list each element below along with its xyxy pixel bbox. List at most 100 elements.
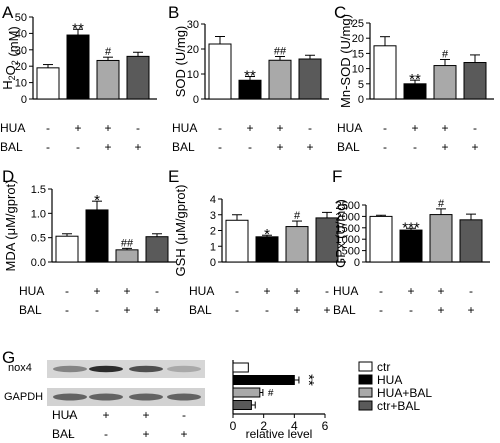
bal-sign: + (441, 140, 448, 154)
bal-row-label: BAL (172, 140, 195, 154)
bar (429, 214, 453, 263)
bal-sign: - (65, 303, 69, 317)
hua-sign: + (276, 121, 283, 135)
panel-letter: F (332, 167, 342, 186)
y-tick-label: 0 (354, 257, 360, 269)
y-axis-label: Mn-SOD (U/mg) (338, 14, 353, 108)
hua-sign: - (136, 121, 140, 135)
bar (85, 209, 109, 263)
y-tick-label: 0 (193, 94, 199, 106)
y-tick-label: 30 (15, 45, 27, 57)
bal-sign: + (467, 303, 474, 317)
y-axis-label-part: O (3, 65, 18, 75)
x-tick-label: 4 (291, 419, 298, 433)
significance-mark: ** (244, 68, 256, 85)
y-tick-label: 40 (15, 28, 27, 40)
bal-sign: + (134, 140, 141, 154)
y-axis-label: MDA (μM/gprot) (3, 179, 18, 271)
panel-letter: A (2, 3, 14, 22)
y-axis-label-part: 2 (7, 75, 17, 80)
bal-sign: + (437, 303, 444, 317)
legend-label: HUA (377, 373, 402, 387)
y-tick-label: 1.0 (31, 208, 46, 220)
y-axis-label: H2O2 (mM) (0, 26, 21, 89)
bar (225, 219, 249, 263)
bal-sign: - (46, 140, 50, 154)
y-tick-label: 0.0 (31, 257, 46, 269)
hua-sign: + (263, 284, 270, 298)
hua-sign: - (308, 121, 312, 135)
hua-sign: - (235, 284, 239, 298)
blot-band-gapdh (89, 393, 123, 401)
bal-sign: + (471, 140, 478, 154)
bal-sign: + (293, 303, 300, 317)
blot-band-gapdh (53, 393, 87, 401)
y-tick-label: 2000 (336, 211, 360, 223)
bal-sign: + (104, 140, 111, 154)
x-tick-label: 0 (230, 419, 237, 433)
bal-sign: - (248, 140, 252, 154)
blot-band-nox4 (53, 365, 87, 373)
panel-letter: G (2, 348, 15, 367)
y-axis-label: GPx (U/mg) (333, 199, 348, 268)
y-tick-label: 0 (210, 257, 216, 269)
bar (126, 55, 150, 100)
bal-row-label: BAL (19, 303, 42, 317)
y-axis-label: GSH (μM/gprot) (173, 184, 188, 276)
y-tick-label: 500 (342, 246, 360, 258)
hua-sign: + (74, 121, 81, 135)
significance-mark: # (294, 210, 301, 222)
bal-sign: - (383, 140, 387, 154)
panel-E: E 0 1 2 3 4 GSH (μM/gprot) * # HUA BAL - + + - - - + + (168, 167, 346, 317)
y-tick-label: 3 (210, 210, 216, 222)
blot-band-nox4 (89, 365, 123, 373)
y-tick-label: 1500 (336, 223, 360, 235)
hua-sign: + (437, 284, 444, 298)
panel-D: D 0.0 0.5 1.0 1.5 MDA (μM/gprot) * ## HUA BAL - + + -… (2, 167, 176, 317)
blot-label-gapdh: GAPDH (4, 391, 43, 403)
bar (373, 45, 397, 100)
hua-sign: + (246, 121, 253, 135)
bal-sign: - (413, 140, 417, 154)
hua-sign: - (473, 121, 477, 135)
bal-row-label: BAL (189, 303, 212, 317)
panel-letter: C (334, 3, 346, 22)
bar (145, 236, 169, 263)
significance-mark: ## (274, 46, 287, 58)
significance-mark: ** (300, 374, 317, 386)
x-tick-label: 2 (260, 419, 267, 433)
panel-letter: D (2, 167, 14, 186)
blot-band-gapdh (129, 393, 163, 401)
bal-row-label: BAL (0, 140, 23, 154)
legend-swatch (358, 361, 373, 372)
hua-sign: - (379, 284, 383, 298)
blot-band-nox4 (129, 365, 163, 373)
significance-mark: * (264, 226, 270, 243)
bal-sign: + (142, 427, 149, 441)
significance-mark: # (438, 198, 445, 210)
bal-sign: + (323, 303, 330, 317)
bal-sign: - (104, 427, 108, 441)
y-tick-label: 0 (21, 94, 27, 106)
bal-sign: - (68, 427, 72, 441)
hua-row-label: HUA (52, 408, 77, 422)
bal-row-label: BAL (337, 140, 360, 154)
bal-sign: + (153, 303, 160, 317)
bal-sign: + (276, 140, 283, 154)
hua-sign: - (469, 284, 473, 298)
blot-band-gapdh (167, 393, 201, 401)
blot-gapdh-background (47, 388, 205, 406)
y-tick-label: 20 (352, 33, 364, 45)
hua-sign: + (411, 121, 418, 135)
bal-sign: - (76, 140, 80, 154)
bal-sign: - (409, 303, 413, 317)
bar (232, 400, 252, 410)
y-tick-label: 30 (187, 19, 199, 31)
bal-sign: - (235, 303, 239, 317)
bal-sign: - (95, 303, 99, 317)
y-tick-label: 2500 (336, 200, 360, 212)
y-axis-label-part: 2 (10, 60, 20, 65)
